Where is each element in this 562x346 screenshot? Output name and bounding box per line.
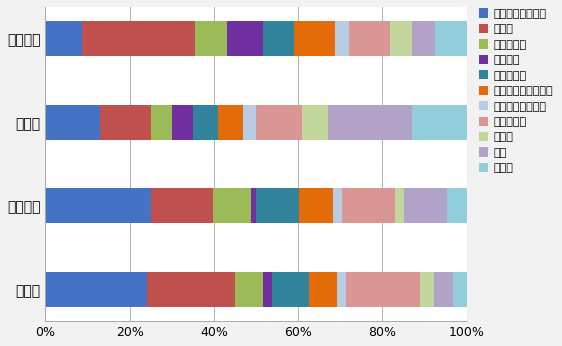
Bar bbox=[256, 105, 302, 140]
Bar bbox=[195, 21, 226, 56]
Bar bbox=[299, 188, 333, 224]
Bar bbox=[235, 272, 263, 307]
Bar bbox=[151, 188, 213, 224]
Bar bbox=[342, 188, 395, 224]
Bar bbox=[263, 272, 272, 307]
Bar bbox=[294, 21, 336, 56]
Bar bbox=[251, 188, 256, 224]
Bar bbox=[333, 188, 342, 224]
Bar bbox=[389, 21, 413, 56]
Bar bbox=[226, 21, 263, 56]
Bar bbox=[405, 188, 447, 224]
Bar bbox=[46, 188, 151, 224]
Bar bbox=[172, 105, 193, 140]
Bar bbox=[46, 272, 147, 307]
Bar bbox=[413, 21, 435, 56]
Bar bbox=[328, 105, 412, 140]
Bar bbox=[420, 272, 434, 307]
Bar bbox=[147, 272, 235, 307]
Bar bbox=[193, 105, 218, 140]
Bar bbox=[309, 272, 337, 307]
Legend: 銀行・証券／保険, 製造業, 情報・通信, マスコミ, 貿易・商事, 建設・不動産・運輸, ガス・電力・石油, サービス業, 官公庁, 進学, その他: 銀行・証券／保険, 製造業, 情報・通信, マスコミ, 貿易・商事, 建設・不動… bbox=[477, 6, 555, 175]
Bar bbox=[46, 105, 100, 140]
Bar bbox=[100, 105, 151, 140]
Bar bbox=[302, 105, 328, 140]
Bar bbox=[151, 105, 172, 140]
Bar bbox=[256, 188, 299, 224]
Bar bbox=[272, 272, 309, 307]
Bar bbox=[81, 21, 195, 56]
Bar bbox=[434, 272, 453, 307]
Bar bbox=[218, 105, 243, 140]
Bar bbox=[346, 272, 420, 307]
Bar bbox=[349, 21, 389, 56]
Bar bbox=[263, 21, 294, 56]
Bar bbox=[435, 21, 466, 56]
Bar bbox=[447, 188, 466, 224]
Bar bbox=[46, 21, 81, 56]
Bar bbox=[395, 188, 405, 224]
Bar bbox=[213, 188, 251, 224]
Bar bbox=[336, 21, 349, 56]
Bar bbox=[337, 272, 346, 307]
Bar bbox=[243, 105, 256, 140]
Bar bbox=[412, 105, 466, 140]
Bar bbox=[453, 272, 466, 307]
